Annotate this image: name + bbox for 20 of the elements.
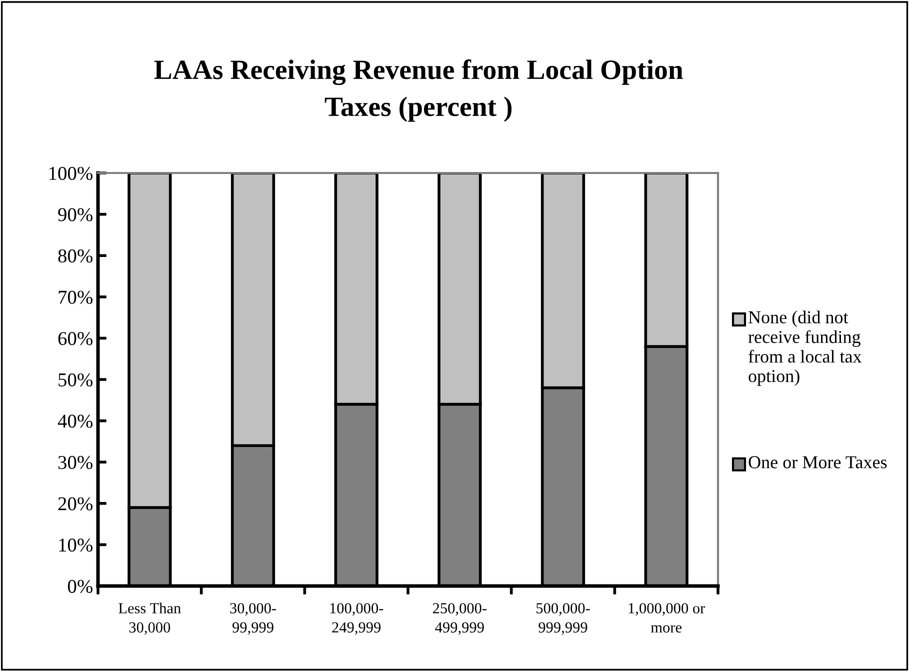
y-tick-label: 70% (58, 290, 92, 304)
x-tick-label: 1,000,000 or more (628, 603, 706, 633)
legend-label: One or More Taxes (748, 456, 887, 468)
x-tick-label: 250,000-499,999 (432, 603, 486, 635)
y-tick-label: 40% (58, 414, 92, 428)
y-tick-label: 100% (49, 166, 92, 180)
x-tick-label: 100,000-249,999 (330, 603, 384, 635)
y-tick-label: 80% (58, 249, 92, 263)
x-tick-label: Less Than 30,000 (118, 602, 181, 635)
y-tick-label: 0% (68, 580, 92, 593)
y-tick-label: 60% (58, 332, 92, 346)
y-tick-label: 50% (58, 373, 92, 386)
y-tick-label: 20% (58, 497, 92, 510)
legend-label: None (did not receive funding from a local tax option) (748, 310, 862, 386)
y-tick-label: 30% (58, 456, 92, 470)
y-tick-label: 90% (58, 208, 92, 222)
y-tick-label: 10% (59, 538, 92, 552)
x-tick-label: 30,000-99,999 (230, 603, 276, 635)
x-tick-label: 500,000-999,999 (536, 603, 590, 635)
chart-title: LAAs Receiving Revenue from Local Option Taxes (percent ) (154, 59, 683, 122)
